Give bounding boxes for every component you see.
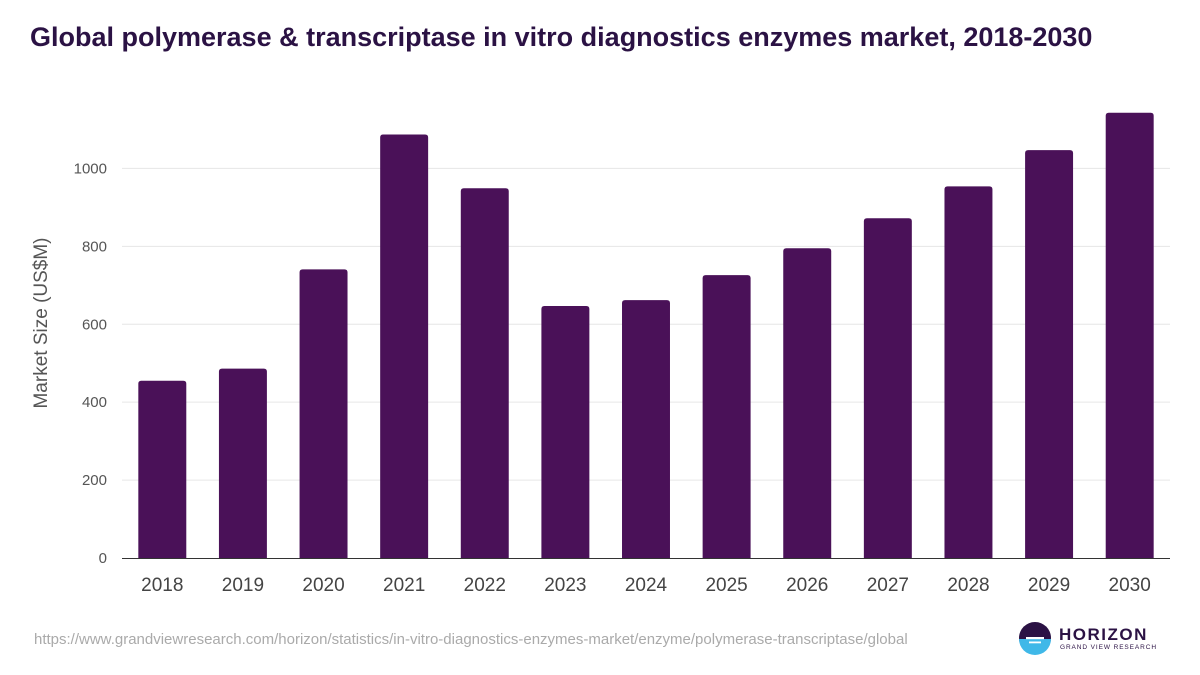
y-axis-label: Market Size (US$M) [31,237,52,408]
x-tick-label: 2024 [625,575,668,596]
y-tick-label: 600 [82,316,107,333]
bar-2025[interactable] [702,275,751,558]
logo-name: HORIZON [1059,625,1148,644]
bar-2024[interactable] [622,300,670,558]
bar-2026[interactable] [783,248,832,558]
x-tick-label: 2023 [544,575,586,596]
x-tick-label: 2028 [947,575,989,596]
bar-2021[interactable] [380,134,429,558]
bars [138,112,1154,558]
x-tick-label: 2018 [141,575,183,596]
chart-title: Global polymerase & transcriptase in vit… [30,22,1093,52]
x-tick-label: 2026 [786,575,828,596]
x-tick-label: 2020 [302,575,344,596]
x-tick-label: 2027 [867,575,909,596]
logo-subtitle: GRAND VIEW RESEARCH [1060,644,1157,651]
x-tick-label: 2029 [1028,575,1070,596]
bar-2027[interactable] [863,218,912,558]
horizon-logo-icon [1019,622,1051,655]
y-axis-ticks: 0 200 400 600 800 1000 [74,160,107,567]
y-tick-label: 800 [82,238,107,255]
x-tick-label: 2030 [1109,575,1151,596]
source-url[interactable]: https://www.grandviewresearch.com/horizo… [34,631,908,648]
bar-2018[interactable] [138,380,187,558]
x-tick-label: 2021 [383,575,425,596]
x-axis-ticks: 2018 2019 2020 2021 2022 2023 2024 2025 2026 2027… [141,575,1151,596]
y-tick-label: 200 [82,472,107,489]
bar-2019[interactable] [218,368,267,558]
bar-2030[interactable] [1105,112,1154,558]
bar-2023[interactable] [541,305,590,558]
x-tick-label: 2022 [464,575,506,596]
x-tick-label: 2025 [705,575,747,596]
bar-2028[interactable] [944,186,993,558]
bar-2029[interactable] [1025,150,1074,558]
bar-2020[interactable] [299,269,348,558]
x-tick-label: 2019 [222,575,264,596]
bar-2022[interactable] [460,188,509,558]
horizon-logo: HORIZON GRAND VIEW RESEARCH [1018,621,1168,657]
y-tick-label: 400 [82,394,107,411]
y-tick-label: 1000 [74,160,107,177]
y-tick-label: 0 [99,550,107,567]
